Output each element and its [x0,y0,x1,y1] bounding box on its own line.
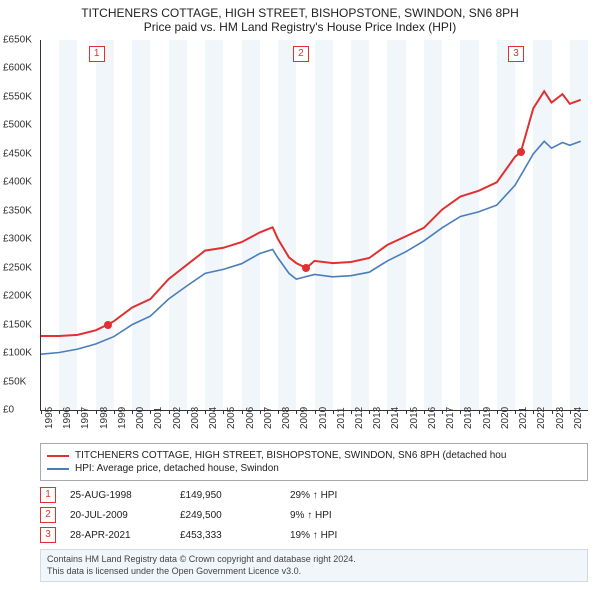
legend-label: TITCHENERS COTTAGE, HIGH STREET, BISHOPS… [75,450,506,461]
x-axis-label: 2014 [390,407,401,429]
x-axis-label: 2011 [336,407,347,429]
legend-item: HPI: Average price, detached house, Swin… [47,463,581,474]
y-axis-label: £300K [3,234,32,245]
event-price: £453,333 [180,530,290,541]
y-axis-label: £150K [3,319,32,330]
event-row: 2 20-JUL-2009 £249,500 9% ↑ HPI [40,507,588,523]
event-row: 1 25-AUG-1998 £149,950 29% ↑ HPI [40,487,588,503]
x-axis-label: 2006 [245,407,256,429]
chart-plot-area: £0£50K£100K£150K£200K£250K£300K£350K£400… [40,40,588,411]
chart-lines-svg [41,40,588,410]
y-axis-label: £600K [3,63,32,74]
event-pct: 9% ↑ HPI [290,510,390,521]
x-axis-label: 2022 [536,407,547,429]
x-axis-label: 2017 [445,407,456,429]
x-axis-label: 2002 [172,407,183,429]
y-axis-label: £100K [3,348,32,359]
x-axis-label: 1995 [44,407,55,429]
legend-swatch [47,455,69,457]
y-axis-label: £650K [3,35,32,46]
x-axis-label: 2023 [555,407,566,429]
event-row: 3 28-APR-2021 £453,333 19% ↑ HPI [40,527,588,543]
y-axis-label: £550K [3,91,32,102]
x-axis-label: 2013 [372,407,383,429]
y-axis-label: £500K [3,120,32,131]
event-marker-box: 3 [40,527,56,543]
title-main: TITCHENERS COTTAGE, HIGH STREET, BISHOPS… [10,6,590,20]
x-axis-label: 1996 [62,407,73,429]
y-axis-label: £50K [3,376,26,387]
x-axis-label: 2019 [482,407,493,429]
event-price: £149,950 [180,490,290,501]
chart-marker-dot [302,264,310,272]
x-axis-label: 2009 [299,407,310,429]
x-axis-label: 2018 [463,407,474,429]
y-axis-label: £0 [3,405,14,416]
title-block: TITCHENERS COTTAGE, HIGH STREET, BISHOPS… [0,0,600,36]
y-axis-label: £200K [3,291,32,302]
x-axis-label: 2005 [226,407,237,429]
chart-marker-dot [104,321,112,329]
x-axis-label: 2001 [153,407,164,429]
legend-item: TITCHENERS COTTAGE, HIGH STREET, BISHOPS… [47,450,581,461]
event-price: £249,500 [180,510,290,521]
event-marker-box: 2 [40,507,56,523]
x-axis-label: 1999 [117,407,128,429]
event-marker-box: 1 [40,487,56,503]
x-axis-label: 2015 [409,407,420,429]
y-axis-label: £350K [3,205,32,216]
event-date: 20-JUL-2009 [70,510,180,521]
chart-marker-box: 1 [89,46,105,62]
footer-attribution: Contains HM Land Registry data © Crown c… [40,549,588,582]
event-pct: 19% ↑ HPI [290,530,390,541]
legend-label: HPI: Average price, detached house, Swin… [75,463,279,474]
y-axis-label: £250K [3,262,32,273]
x-axis-label: 1997 [80,407,91,429]
title-sub: Price paid vs. HM Land Registry's House … [10,20,590,34]
chart-container: TITCHENERS COTTAGE, HIGH STREET, BISHOPS… [0,0,600,590]
footer-line2: This data is licensed under the Open Gov… [47,566,581,578]
y-axis-label: £450K [3,148,32,159]
x-axis-label: 2012 [354,407,365,429]
event-date: 28-APR-2021 [70,530,180,541]
y-axis-label: £400K [3,177,32,188]
x-axis-label: 2000 [135,407,146,429]
x-axis-label: 2016 [427,407,438,429]
x-axis-label: 2024 [573,407,584,429]
x-axis-label: 2007 [263,407,274,429]
chart-marker-box: 3 [508,46,524,62]
chart-marker-box: 2 [293,46,309,62]
x-axis-label: 2008 [281,407,292,429]
x-axis-label: 2004 [208,407,219,429]
footer-line1: Contains HM Land Registry data © Crown c… [47,554,581,566]
x-axis-label: 2010 [318,407,329,429]
x-axis-label: 1998 [99,407,110,429]
event-pct: 29% ↑ HPI [290,490,390,501]
events-table: 1 25-AUG-1998 £149,950 29% ↑ HPI 2 20-JU… [40,487,588,543]
x-axis-label: 2021 [518,407,529,429]
chart-marker-dot [517,148,525,156]
legend-swatch [47,468,69,470]
x-axis-label: 2020 [500,407,511,429]
x-axis-label: 2003 [190,407,201,429]
legend-box: TITCHENERS COTTAGE, HIGH STREET, BISHOPS… [40,443,588,481]
event-date: 25-AUG-1998 [70,490,180,501]
